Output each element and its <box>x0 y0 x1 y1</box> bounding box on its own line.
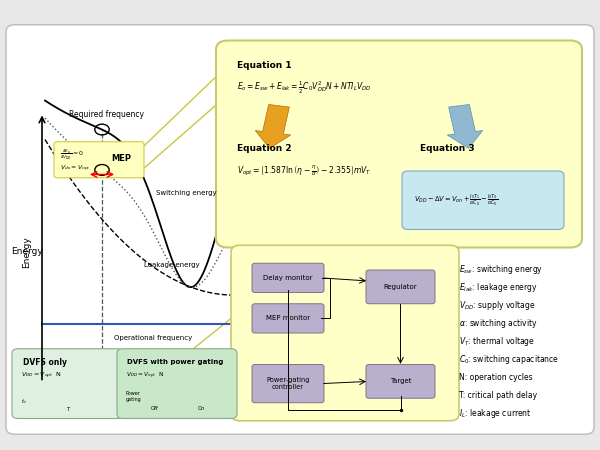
FancyArrow shape <box>255 104 291 148</box>
Text: Equation 2: Equation 2 <box>237 144 292 153</box>
Text: $V_T$: thermal voltage: $V_T$: thermal voltage <box>459 336 535 348</box>
Text: $E_{sw}$: switching energy: $E_{sw}$: switching energy <box>459 264 543 276</box>
Text: Off: Off <box>151 406 158 411</box>
FancyBboxPatch shape <box>54 142 144 178</box>
Text: $\frac{\partial E_o}{\partial V_{DD}}=0$: $\frac{\partial E_o}{\partial V_{DD}}=0$ <box>60 148 84 162</box>
Text: $C_0$: switching capacitance: $C_0$: switching capacitance <box>459 354 559 366</box>
Text: $V_{DD}=V_{opt}$  N: $V_{DD}=V_{opt}$ N <box>126 371 164 382</box>
Text: Operational frequency: Operational frequency <box>114 335 192 341</box>
FancyBboxPatch shape <box>252 263 324 292</box>
FancyBboxPatch shape <box>402 171 564 230</box>
FancyBboxPatch shape <box>231 245 459 421</box>
Text: Power: Power <box>126 391 141 396</box>
Text: $V_{ds}=V_{opt}$: $V_{ds}=V_{opt}$ <box>60 164 91 174</box>
Text: Energy: Energy <box>11 248 43 256</box>
FancyBboxPatch shape <box>117 349 237 418</box>
Text: DVFS with power gating: DVFS with power gating <box>127 359 223 365</box>
FancyBboxPatch shape <box>252 364 324 403</box>
FancyBboxPatch shape <box>252 304 324 333</box>
Text: Target: Target <box>390 378 411 384</box>
Text: $E_{lak}$: leakage energy: $E_{lak}$: leakage energy <box>459 282 538 294</box>
FancyArrow shape <box>447 104 483 148</box>
Text: Regulator: Regulator <box>383 284 418 290</box>
Text: $\alpha$: switching activity: $\alpha$: switching activity <box>459 318 538 330</box>
Text: On: On <box>197 406 205 411</box>
FancyBboxPatch shape <box>6 25 594 434</box>
FancyBboxPatch shape <box>366 364 435 398</box>
Text: N: operation cycles: N: operation cycles <box>459 374 533 382</box>
Text: $V_{DD}-\Delta V=V_{on}+\frac{I_0T_1}{\alpha C_0}-\frac{I_0T_0}{\alpha C_0}$: $V_{DD}-\Delta V=V_{on}+\frac{I_0T_1}{\a… <box>414 192 498 208</box>
Text: gating: gating <box>126 397 142 402</box>
Text: Energy: Energy <box>23 236 32 268</box>
Text: Equation 3: Equation 3 <box>420 144 475 153</box>
Text: Leakage energy: Leakage energy <box>144 262 200 269</box>
Text: $I_L$: leakage current: $I_L$: leakage current <box>459 408 532 420</box>
Text: $V_{opt} = \left[1.587\ln\left(\eta - \frac{\eta}{\alpha}\right) - 2.355\right]m: $V_{opt} = \left[1.587\ln\left(\eta - \f… <box>237 164 371 178</box>
Text: $E_o = E_{sw} + E_{lak} = \frac{1}{2}C_0V_{DD}^2N + NTI_LV_{DD}$: $E_o = E_{sw} + E_{lak} = \frac{1}{2}C_0… <box>237 80 371 96</box>
Text: Required frequency: Required frequency <box>69 110 144 119</box>
Text: DVFS only: DVFS only <box>23 358 67 367</box>
Text: Equation 1: Equation 1 <box>237 61 292 70</box>
FancyBboxPatch shape <box>366 270 435 304</box>
Text: Power-gating
controller: Power-gating controller <box>266 377 310 390</box>
Text: Switching energy: Switching energy <box>156 190 217 197</box>
Text: T: critical path delay: T: critical path delay <box>459 392 537 400</box>
FancyBboxPatch shape <box>12 349 123 418</box>
Text: $V_{DD}$: supply voltage: $V_{DD}$: supply voltage <box>459 300 535 312</box>
FancyBboxPatch shape <box>216 40 582 248</box>
Text: MEP monitor: MEP monitor <box>266 315 310 321</box>
Text: $t_c$: $t_c$ <box>21 397 27 405</box>
Text: $V_{DD}=V_{opt}$  N: $V_{DD}=V_{opt}$ N <box>21 371 61 382</box>
Text: MEP: MEP <box>111 154 131 163</box>
Text: Delay monitor: Delay monitor <box>263 275 313 281</box>
Text: T: T <box>66 407 69 412</box>
